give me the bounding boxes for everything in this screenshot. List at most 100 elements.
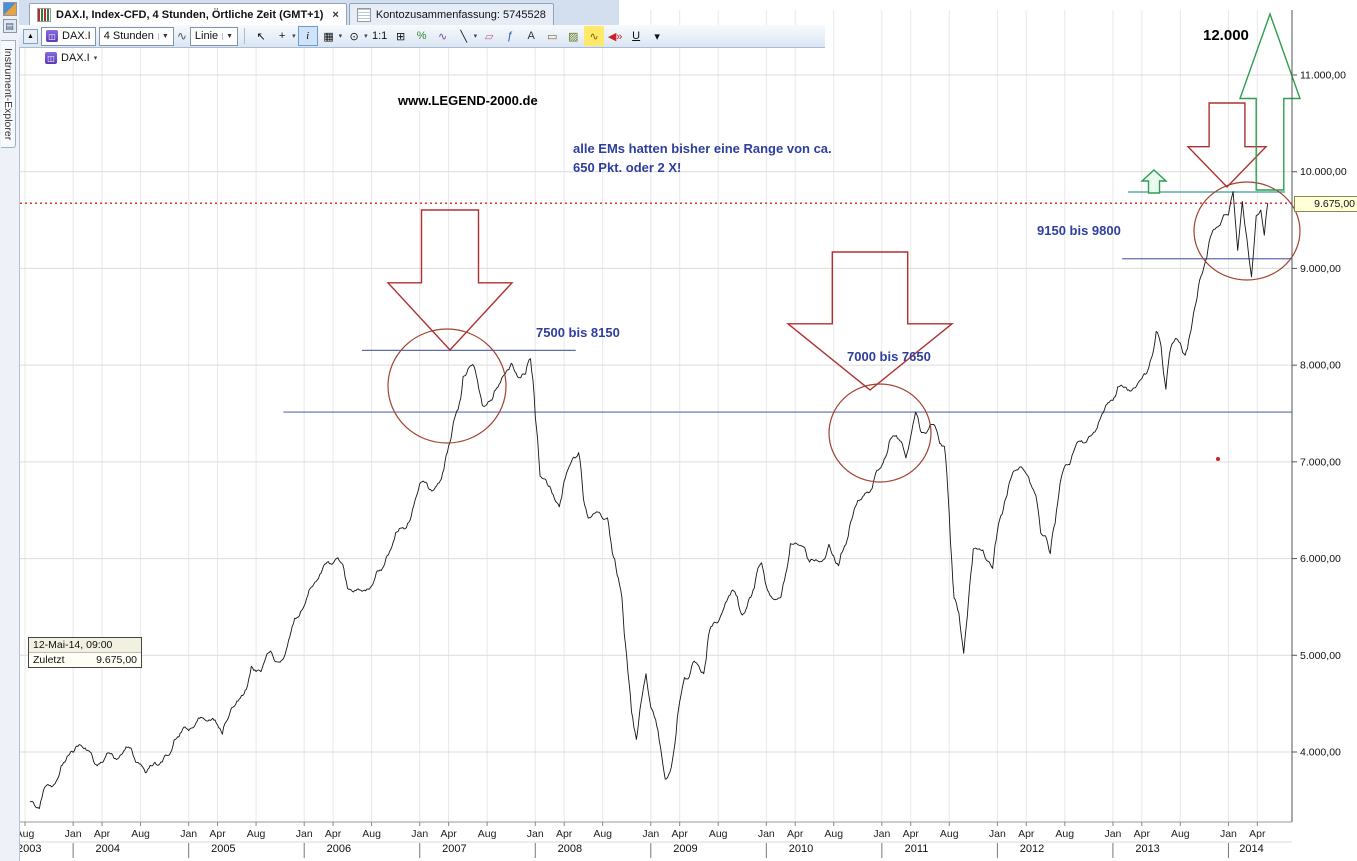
x-axis-month-label: Apr bbox=[94, 828, 111, 840]
down-trend-arrow[interactable] bbox=[386, 209, 514, 352]
chart-type-select[interactable]: Linie ▼ bbox=[189, 26, 239, 46]
x-axis-month-label: Jan bbox=[642, 828, 659, 840]
text-tool[interactable]: A bbox=[527, 30, 535, 42]
x-axis-month-label: Jan bbox=[758, 828, 775, 840]
panel-list-icon[interactable]: ▤ bbox=[2, 19, 17, 33]
crosshair-tool[interactable]: + bbox=[278, 30, 286, 42]
one-to-one-scale[interactable]: 1:1 bbox=[371, 30, 388, 42]
info-mode[interactable]: i bbox=[297, 26, 318, 46]
timeframe-select[interactable]: 4 Stunden ▼ bbox=[98, 26, 174, 46]
tab-label: DAX.I, Index-CFD, 4 Stunden, Örtliche Ze… bbox=[56, 8, 324, 21]
timeframe-value: 4 Stunden bbox=[103, 30, 154, 42]
x-axis-month-label: Aug bbox=[247, 828, 266, 840]
trendline-tool[interactable]: ╲ bbox=[460, 30, 467, 43]
fibonacci-tool[interactable]: ƒ bbox=[507, 30, 514, 42]
x-axis-month-label: Apr bbox=[903, 828, 920, 840]
chevron-down-icon: ▼ bbox=[157, 32, 169, 40]
highlight-ellipse[interactable] bbox=[1193, 181, 1301, 281]
chart-annotation[interactable]: 12.000 bbox=[1203, 27, 1249, 44]
up-trend-arrow[interactable] bbox=[1140, 169, 1168, 194]
chevron-down-icon: ▾ bbox=[93, 55, 98, 62]
y-axis-label: 6.000,00 bbox=[1300, 553, 1341, 565]
x-axis-month-label: Aug bbox=[1171, 828, 1190, 840]
wave-overlay-tool[interactable]: ∿ bbox=[584, 26, 605, 46]
window-layout-icon[interactable] bbox=[2, 2, 17, 16]
zoom-area-tool[interactable]: ⊞ bbox=[396, 30, 406, 43]
x-axis-year-label: 2003 bbox=[17, 843, 41, 855]
x-axis-month-label: Apr bbox=[325, 828, 342, 840]
y-axis-label: 8.000,00 bbox=[1300, 360, 1341, 372]
tab-account-summary[interactable]: Kontozusammenfassung: 5745528 bbox=[348, 3, 554, 25]
x-axis-month-label: Jan bbox=[296, 828, 313, 840]
x-axis-year-label: 2007 bbox=[442, 843, 466, 855]
up-trend-arrow[interactable] bbox=[1239, 11, 1301, 191]
x-axis-year-label: 2013 bbox=[1135, 843, 1159, 855]
x-axis-month-label: Jan bbox=[873, 828, 890, 840]
instrument-icon: ◫ bbox=[46, 30, 58, 42]
series-icon: ◫ bbox=[45, 52, 57, 64]
x-axis-month-label: Jan bbox=[411, 828, 428, 840]
down-trend-arrow[interactable] bbox=[1186, 102, 1268, 189]
x-axis-month-label: Apr bbox=[672, 828, 689, 840]
x-axis-month-label: Jan bbox=[1104, 828, 1121, 840]
instrument-field[interactable]: ◫ DAX.I bbox=[41, 26, 96, 46]
trendline-tool-caret[interactable]: ▾ bbox=[473, 33, 478, 40]
instrument-value: DAX.I bbox=[62, 30, 91, 42]
x-axis-year-label: 2009 bbox=[673, 843, 697, 855]
x-axis-month-label: Aug bbox=[478, 828, 497, 840]
chevron-down-icon: ▼ bbox=[222, 32, 233, 40]
highlight-ellipse[interactable] bbox=[828, 383, 932, 483]
x-axis-month-label: Aug bbox=[940, 828, 959, 840]
grid-settings-caret[interactable]: ▾ bbox=[338, 33, 343, 40]
frame-tool[interactable]: ▭ bbox=[546, 30, 558, 43]
x-axis-year-label: 2008 bbox=[558, 843, 582, 855]
y-axis-label: 4.000,00 bbox=[1300, 746, 1341, 758]
indicator-tool[interactable]: ∿ bbox=[438, 30, 448, 43]
more-options[interactable]: ▾ bbox=[654, 30, 660, 43]
zoom-tool-caret[interactable]: ▾ bbox=[364, 33, 368, 40]
price-line[interactable] bbox=[29, 191, 1269, 810]
x-axis-month-label: Jan bbox=[989, 828, 1006, 840]
y-axis-label: 7.000,00 bbox=[1300, 456, 1341, 468]
chart-annotation[interactable]: 7500 bis 8150 bbox=[536, 325, 620, 340]
alert-tool[interactable]: ◀» bbox=[607, 30, 623, 43]
chart-type-value: Linie bbox=[194, 30, 219, 42]
chart-annotation[interactable]: alle EMs hatten bisher eine Range von ca… bbox=[573, 141, 832, 156]
collapse-toolbar-button[interactable]: ▲ bbox=[23, 28, 38, 44]
report-tab-icon bbox=[356, 7, 371, 22]
x-axis-month-label: Aug bbox=[16, 828, 35, 840]
instrument-explorer-tab[interactable]: Instrument-Explorer bbox=[1, 40, 16, 149]
toolbar-buttons: ↖ + ▾ i ▦ ▾ ⊙ ▾ 1:1 ⊞% ∿ ╲ ▾ ▱ ƒ A ▭ ▨ ∿ ◀» U ▾ bbox=[251, 26, 667, 46]
chart-annotation[interactable]: 7000 bis 7650 bbox=[847, 349, 931, 364]
tab-chart-daxi[interactable]: DAX.I, Index-CFD, 4 Stunden, Örtliche Ze… bbox=[29, 3, 347, 25]
chart-annotation[interactable]: www.LEGEND-2000.de bbox=[397, 93, 538, 108]
marker-dot bbox=[1216, 457, 1220, 461]
current-price-tag: 9.675,00 bbox=[1294, 196, 1357, 212]
close-tab-icon[interactable]: × bbox=[332, 8, 339, 21]
x-axis-month-label: Jan bbox=[527, 828, 544, 840]
crosshair-tool-caret[interactable]: ▾ bbox=[292, 33, 296, 40]
y-axis-label: 9.000,00 bbox=[1300, 263, 1341, 275]
x-axis-month-label: Jan bbox=[180, 828, 197, 840]
highlight-ellipse[interactable] bbox=[387, 328, 507, 444]
info-last-label: Zuletzt bbox=[33, 654, 65, 666]
x-axis-month-label: Jan bbox=[1220, 828, 1237, 840]
info-timestamp: 12-Mai-14, 09:00 bbox=[29, 638, 141, 653]
pointer-tool[interactable]: ↖ bbox=[256, 30, 266, 43]
series-legend[interactable]: ◫ DAX.I ▾ bbox=[45, 52, 97, 64]
chart-tab-icon bbox=[37, 7, 51, 22]
down-trend-arrow[interactable] bbox=[786, 251, 954, 391]
underline-tool[interactable]: U bbox=[632, 30, 641, 42]
x-axis-month-label: Aug bbox=[709, 828, 728, 840]
last-price-info-box[interactable]: 12-Mai-14, 09:00 Zuletzt 9.675,00 bbox=[28, 637, 142, 668]
x-axis-month-label: Apr bbox=[1134, 828, 1151, 840]
x-axis-year-label: 2012 bbox=[1020, 843, 1044, 855]
percent-scale[interactable]: % bbox=[416, 30, 427, 42]
chart-annotation[interactable]: 650 Pkt. oder 2 X! bbox=[573, 160, 681, 175]
zoom-tool[interactable]: ⊙ bbox=[349, 30, 359, 43]
eraser-tool[interactable]: ▱ bbox=[484, 30, 494, 43]
chart-annotation[interactable]: 9150 bis 9800 bbox=[1037, 223, 1121, 238]
pattern-tool[interactable]: ▨ bbox=[567, 30, 579, 43]
grid-settings[interactable]: ▦ bbox=[323, 30, 334, 43]
